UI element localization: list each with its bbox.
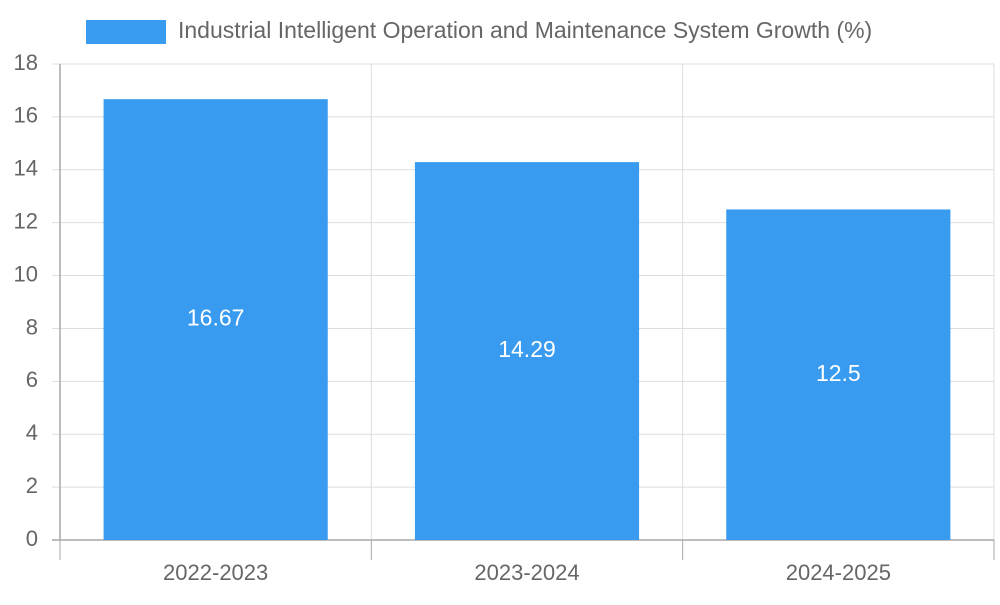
bar-2024-2025[interactable] [726,209,951,540]
legend[interactable]: Industrial Intelligent Operation and Mai… [86,17,872,44]
bar-2022-2023[interactable] [103,99,328,540]
y-tick-label: 18 [14,50,38,75]
y-tick-label: 0 [26,526,38,551]
y-tick-label: 14 [14,156,38,181]
bar-value-label: 16.67 [187,305,245,331]
y-tick-label: 10 [14,261,38,286]
bar-2023-2024[interactable] [414,162,640,540]
y-tick-label: 6 [26,367,38,392]
legend-swatch[interactable] [86,20,166,44]
tick-labels: 0 2 4 6 8 10 12 14 16 18 2022-2023 2023-2024 2024-20… [14,50,891,585]
y-tick-label: 16 [14,103,38,128]
y-tick-label: 12 [14,208,38,233]
x-tick-label: 2023-2024 [474,560,579,585]
y-tick-label: 2 [26,473,38,498]
legend-label[interactable]: Industrial Intelligent Operation and Mai… [178,17,872,43]
bar-value-label: 14.29 [498,336,556,362]
x-tick-label: 2024-2025 [786,560,891,585]
bar-value-label: 12.5 [816,360,861,386]
bar-value-labels: 16.67 14.29 12.5 [187,305,861,386]
y-tick-label: 4 [26,420,38,445]
x-tick-label: 2022-2023 [163,560,268,585]
y-tick-label: 8 [26,314,38,339]
bars [103,99,951,540]
